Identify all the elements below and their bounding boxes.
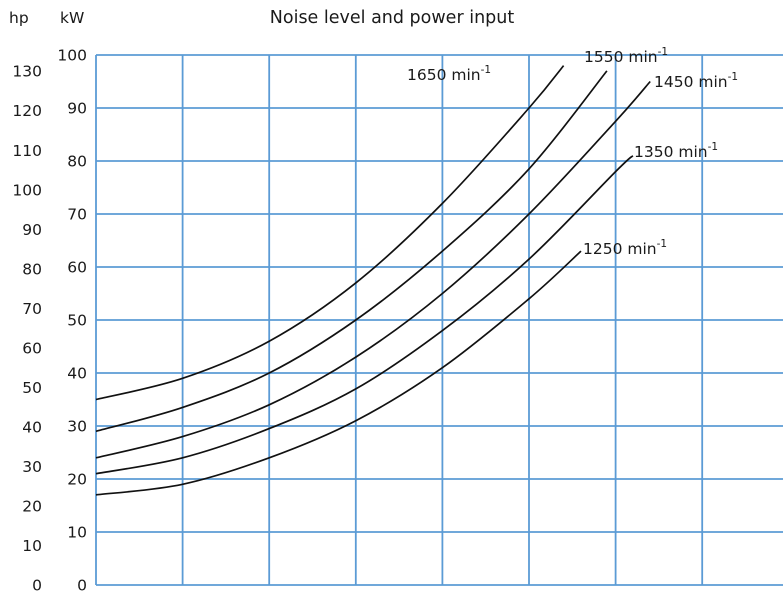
hp-axis-unit: hp bbox=[9, 9, 29, 27]
series-labels: 1250 min-1 1350 min-1 1450 min-1 1550 min-1… bbox=[407, 46, 738, 258]
hp-tick-label: 80 bbox=[22, 260, 42, 278]
kw-tick-label: 10 bbox=[67, 524, 87, 542]
hp-tick-label: 0 bbox=[32, 577, 42, 594]
kw-tick-label: 60 bbox=[67, 259, 87, 277]
kw-tick-label: 30 bbox=[67, 418, 87, 436]
series-label: 1650 min-1 bbox=[407, 64, 491, 84]
kw-tick-label: 100 bbox=[57, 47, 87, 65]
kw-tick-label: 80 bbox=[67, 153, 87, 171]
series-line bbox=[95, 250, 582, 496]
hp-tick-label: 100 bbox=[12, 181, 42, 199]
gridlines bbox=[95, 54, 783, 586]
hp-tick-label: 50 bbox=[22, 379, 42, 397]
hp-tick-label: 90 bbox=[22, 221, 42, 239]
series-label: 1250 min-1 bbox=[583, 238, 667, 258]
kw-axis-ticks: 0 10 20 30 40 50 60 70 80 90 100 bbox=[57, 47, 87, 594]
kw-axis-unit: kW bbox=[60, 9, 84, 27]
hp-axis-ticks: 0 10 20 30 40 50 60 70 80 90 100 110 120 130 bbox=[12, 63, 42, 594]
hp-tick-label: 40 bbox=[22, 418, 42, 436]
hp-tick-label: 120 bbox=[12, 102, 42, 120]
series-line bbox=[95, 70, 608, 433]
kw-tick-label: 40 bbox=[67, 365, 87, 383]
kw-tick-label: 90 bbox=[67, 100, 87, 118]
hp-tick-label: 10 bbox=[22, 537, 42, 555]
series-line bbox=[95, 65, 565, 401]
chart-title: Noise level and power input bbox=[270, 8, 515, 28]
hp-tick-label: 60 bbox=[22, 339, 42, 357]
hp-tick-label: 20 bbox=[22, 497, 42, 515]
series-label: 1350 min-1 bbox=[634, 141, 718, 161]
kw-tick-label: 70 bbox=[67, 206, 87, 224]
kw-tick-label: 0 bbox=[77, 577, 87, 594]
hp-tick-label: 130 bbox=[12, 63, 42, 81]
series-line bbox=[95, 80, 651, 459]
series-line bbox=[95, 155, 634, 475]
series-curves bbox=[95, 65, 651, 496]
hp-tick-label: 30 bbox=[22, 458, 42, 476]
hp-tick-label: 70 bbox=[22, 300, 42, 318]
series-label: 1450 min-1 bbox=[654, 71, 738, 91]
series-label: 1550 min-1 bbox=[584, 46, 668, 66]
kw-tick-label: 50 bbox=[67, 312, 87, 330]
hp-tick-label: 110 bbox=[12, 142, 42, 160]
kw-tick-label: 20 bbox=[67, 471, 87, 489]
